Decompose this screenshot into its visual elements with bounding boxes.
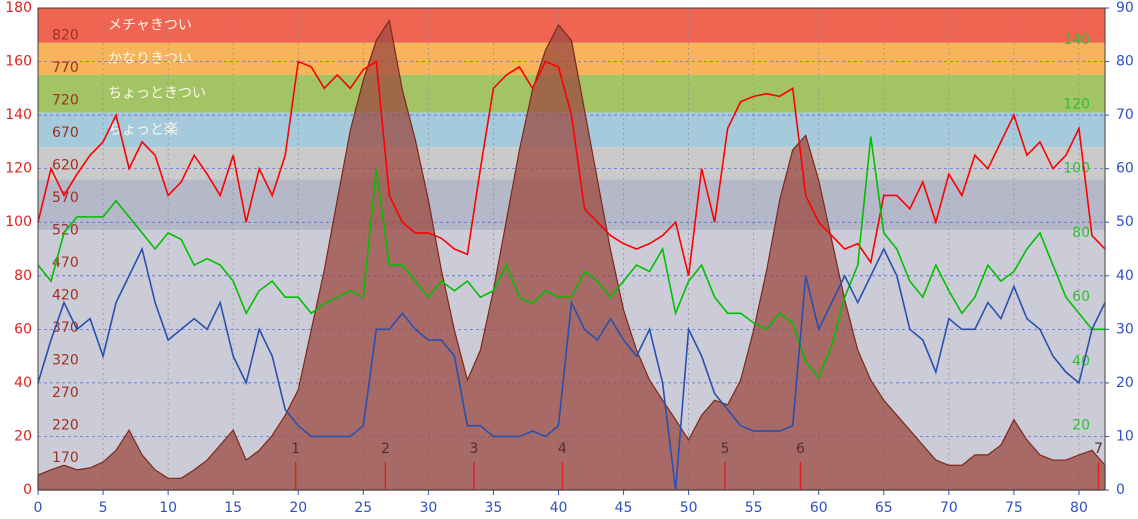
green-tick-label: 100 bbox=[1063, 161, 1090, 177]
elev-tick-label: 570 bbox=[52, 190, 79, 206]
marker-label: 4 bbox=[558, 441, 567, 457]
y2-tick-label: 60 bbox=[1116, 161, 1134, 177]
x-tick-label: 65 bbox=[875, 500, 893, 516]
x-tick-label: 40 bbox=[550, 500, 568, 516]
elev-tick-label: 720 bbox=[52, 92, 79, 108]
x-tick-label: 15 bbox=[224, 500, 242, 516]
elev-tick-label: 370 bbox=[52, 320, 79, 336]
x-tick-label: 10 bbox=[159, 500, 177, 516]
marker-label: 5 bbox=[721, 441, 730, 457]
y2-tick-label: 50 bbox=[1116, 214, 1134, 230]
y2-tick-label: 80 bbox=[1116, 54, 1134, 70]
y2-tick-label: 20 bbox=[1116, 375, 1134, 391]
y-tick-label: 80 bbox=[14, 268, 32, 284]
series-line bbox=[37, 60, 1106, 276]
marker-label: 3 bbox=[469, 441, 478, 457]
x-tick-label: 30 bbox=[419, 500, 437, 516]
x-tick-label: 60 bbox=[810, 500, 828, 516]
x-tick-label: 70 bbox=[940, 500, 958, 516]
x-tick-label: 75 bbox=[1005, 500, 1023, 516]
elev-tick-label: 320 bbox=[52, 353, 79, 369]
marker-label: 2 bbox=[381, 441, 390, 457]
elev-tick-label: 670 bbox=[52, 125, 79, 141]
x-tick-label: 50 bbox=[680, 500, 698, 516]
green-tick-label: 140 bbox=[1063, 32, 1090, 48]
y-tick-label: 180 bbox=[5, 0, 32, 16]
series-line bbox=[37, 136, 1105, 380]
series-line bbox=[37, 246, 1106, 491]
y-tick-label: 40 bbox=[14, 375, 32, 391]
green-tick-label: 80 bbox=[1072, 225, 1090, 241]
y2-tick-label: 0 bbox=[1116, 482, 1125, 498]
green-tick-label: 40 bbox=[1072, 353, 1090, 369]
x-tick-label: 25 bbox=[354, 500, 372, 516]
zone bbox=[38, 8, 1105, 43]
y2-tick-label: 10 bbox=[1116, 428, 1134, 444]
elev-tick-label: 270 bbox=[52, 385, 79, 401]
elev-tick-label: 220 bbox=[52, 418, 79, 434]
marker-label: 6 bbox=[796, 441, 805, 457]
green-tick-label: 60 bbox=[1072, 289, 1090, 305]
elev-tick-label: 770 bbox=[52, 60, 79, 76]
y-tick-label: 120 bbox=[5, 161, 32, 177]
y2-tick-label: 30 bbox=[1116, 321, 1134, 337]
y2-tick-label: 70 bbox=[1116, 107, 1134, 123]
elevation-area bbox=[37, 18, 1106, 491]
y-tick-label: 160 bbox=[5, 54, 32, 70]
y-tick-label: 100 bbox=[5, 214, 32, 230]
green-tick-label: 20 bbox=[1072, 418, 1090, 434]
plot-frame bbox=[37, 7, 1106, 491]
elev-tick-label: 620 bbox=[52, 157, 79, 173]
zone-label: ちょっときつい bbox=[108, 86, 206, 102]
x-tick-label: 45 bbox=[615, 500, 633, 516]
y-tick-label: 140 bbox=[5, 107, 32, 123]
zone-label: ちょっと楽 bbox=[108, 122, 178, 138]
zone-label: メチャきつい bbox=[108, 17, 192, 33]
x-tick-label: 80 bbox=[1070, 500, 1088, 516]
elev-tick-label: 820 bbox=[52, 27, 79, 43]
y-tick-label: 60 bbox=[14, 321, 32, 337]
y2-tick-label: 40 bbox=[1116, 268, 1134, 284]
marker-label: 7 bbox=[1094, 441, 1103, 457]
elev-tick-label: 470 bbox=[52, 255, 79, 271]
y-tick-label: 0 bbox=[23, 482, 32, 498]
elev-tick-label: 420 bbox=[52, 288, 79, 304]
x-tick-label: 55 bbox=[745, 500, 763, 516]
marker-label: 1 bbox=[291, 441, 300, 457]
x-tick-label: 0 bbox=[34, 500, 43, 516]
zone-label: かなりきつい bbox=[108, 51, 192, 67]
y-tick-label: 20 bbox=[14, 428, 32, 444]
elev-tick-label: 170 bbox=[52, 450, 79, 466]
x-tick-label: 20 bbox=[289, 500, 307, 516]
green-tick-label: 120 bbox=[1063, 96, 1090, 112]
y2-tick-label: 90 bbox=[1116, 0, 1134, 16]
x-tick-label: 35 bbox=[485, 500, 503, 516]
x-tick-label: 5 bbox=[99, 500, 108, 516]
